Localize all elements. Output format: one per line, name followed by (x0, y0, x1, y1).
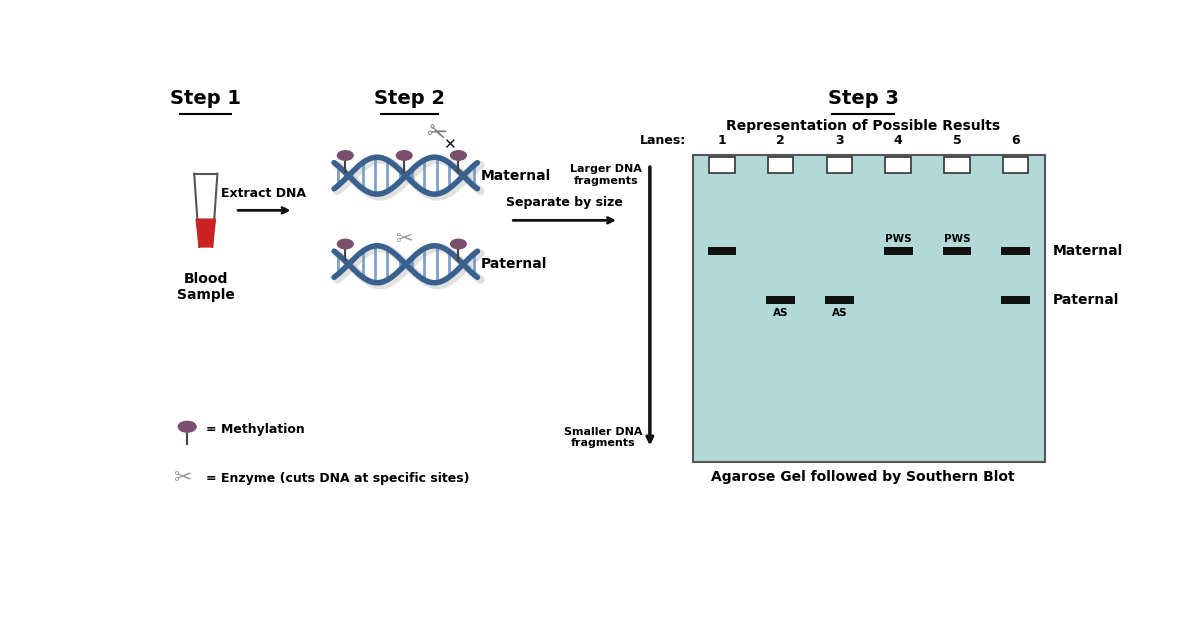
Ellipse shape (451, 151, 467, 160)
Text: AS: AS (832, 307, 847, 318)
Bar (708, 247, 737, 255)
Text: PWS: PWS (884, 234, 912, 244)
Text: AS: AS (773, 307, 788, 318)
Bar (767, 296, 796, 304)
Bar (1003, 158, 1028, 173)
Bar (886, 158, 911, 173)
Bar (944, 158, 970, 173)
Ellipse shape (396, 151, 412, 160)
Bar (884, 247, 912, 255)
Text: Blood
Sample: Blood Sample (176, 272, 235, 302)
Bar (1001, 296, 1030, 304)
Text: Lanes:: Lanes: (640, 134, 686, 147)
Text: Larger DNA
fragments: Larger DNA fragments (570, 164, 642, 186)
Text: 2: 2 (776, 134, 785, 147)
Text: ✂: ✂ (424, 118, 450, 148)
Bar (692, 155, 1045, 462)
Bar (1001, 247, 1030, 255)
Text: Representation of Possible Results: Representation of Possible Results (726, 120, 1000, 134)
Text: = Enzyme (cuts DNA at specific sites): = Enzyme (cuts DNA at specific sites) (206, 472, 469, 485)
Text: Step 2: Step 2 (374, 89, 445, 108)
Text: 5: 5 (953, 134, 961, 147)
Text: ✂: ✂ (395, 229, 412, 249)
Text: Step 3: Step 3 (828, 89, 899, 108)
Text: Maternal: Maternal (1052, 244, 1123, 258)
Text: = Methylation: = Methylation (206, 423, 305, 437)
Bar (709, 158, 734, 173)
Polygon shape (194, 174, 217, 247)
Bar (826, 296, 853, 304)
Text: 3: 3 (835, 134, 844, 147)
Text: ✂: ✂ (173, 468, 192, 488)
Text: Paternal: Paternal (481, 257, 547, 272)
Ellipse shape (337, 239, 353, 249)
Polygon shape (196, 219, 216, 247)
Bar (827, 158, 852, 173)
Text: ✕: ✕ (444, 137, 456, 152)
Text: Paternal: Paternal (1052, 294, 1120, 307)
Ellipse shape (179, 421, 196, 432)
Ellipse shape (337, 151, 353, 160)
Bar (768, 158, 793, 173)
Ellipse shape (451, 239, 467, 249)
Text: 6: 6 (1012, 134, 1020, 147)
Text: 4: 4 (894, 134, 902, 147)
Text: Smaller DNA
fragments: Smaller DNA fragments (564, 427, 642, 449)
Text: Extract DNA: Extract DNA (222, 187, 306, 200)
Text: 1: 1 (718, 134, 726, 147)
Text: PWS: PWS (943, 234, 971, 244)
Text: Maternal: Maternal (481, 169, 551, 183)
Text: Agarose Gel followed by Southern Blot: Agarose Gel followed by Southern Blot (712, 470, 1015, 484)
Bar (942, 247, 971, 255)
Text: Step 1: Step 1 (170, 89, 241, 108)
Text: Separate by size: Separate by size (506, 196, 623, 209)
